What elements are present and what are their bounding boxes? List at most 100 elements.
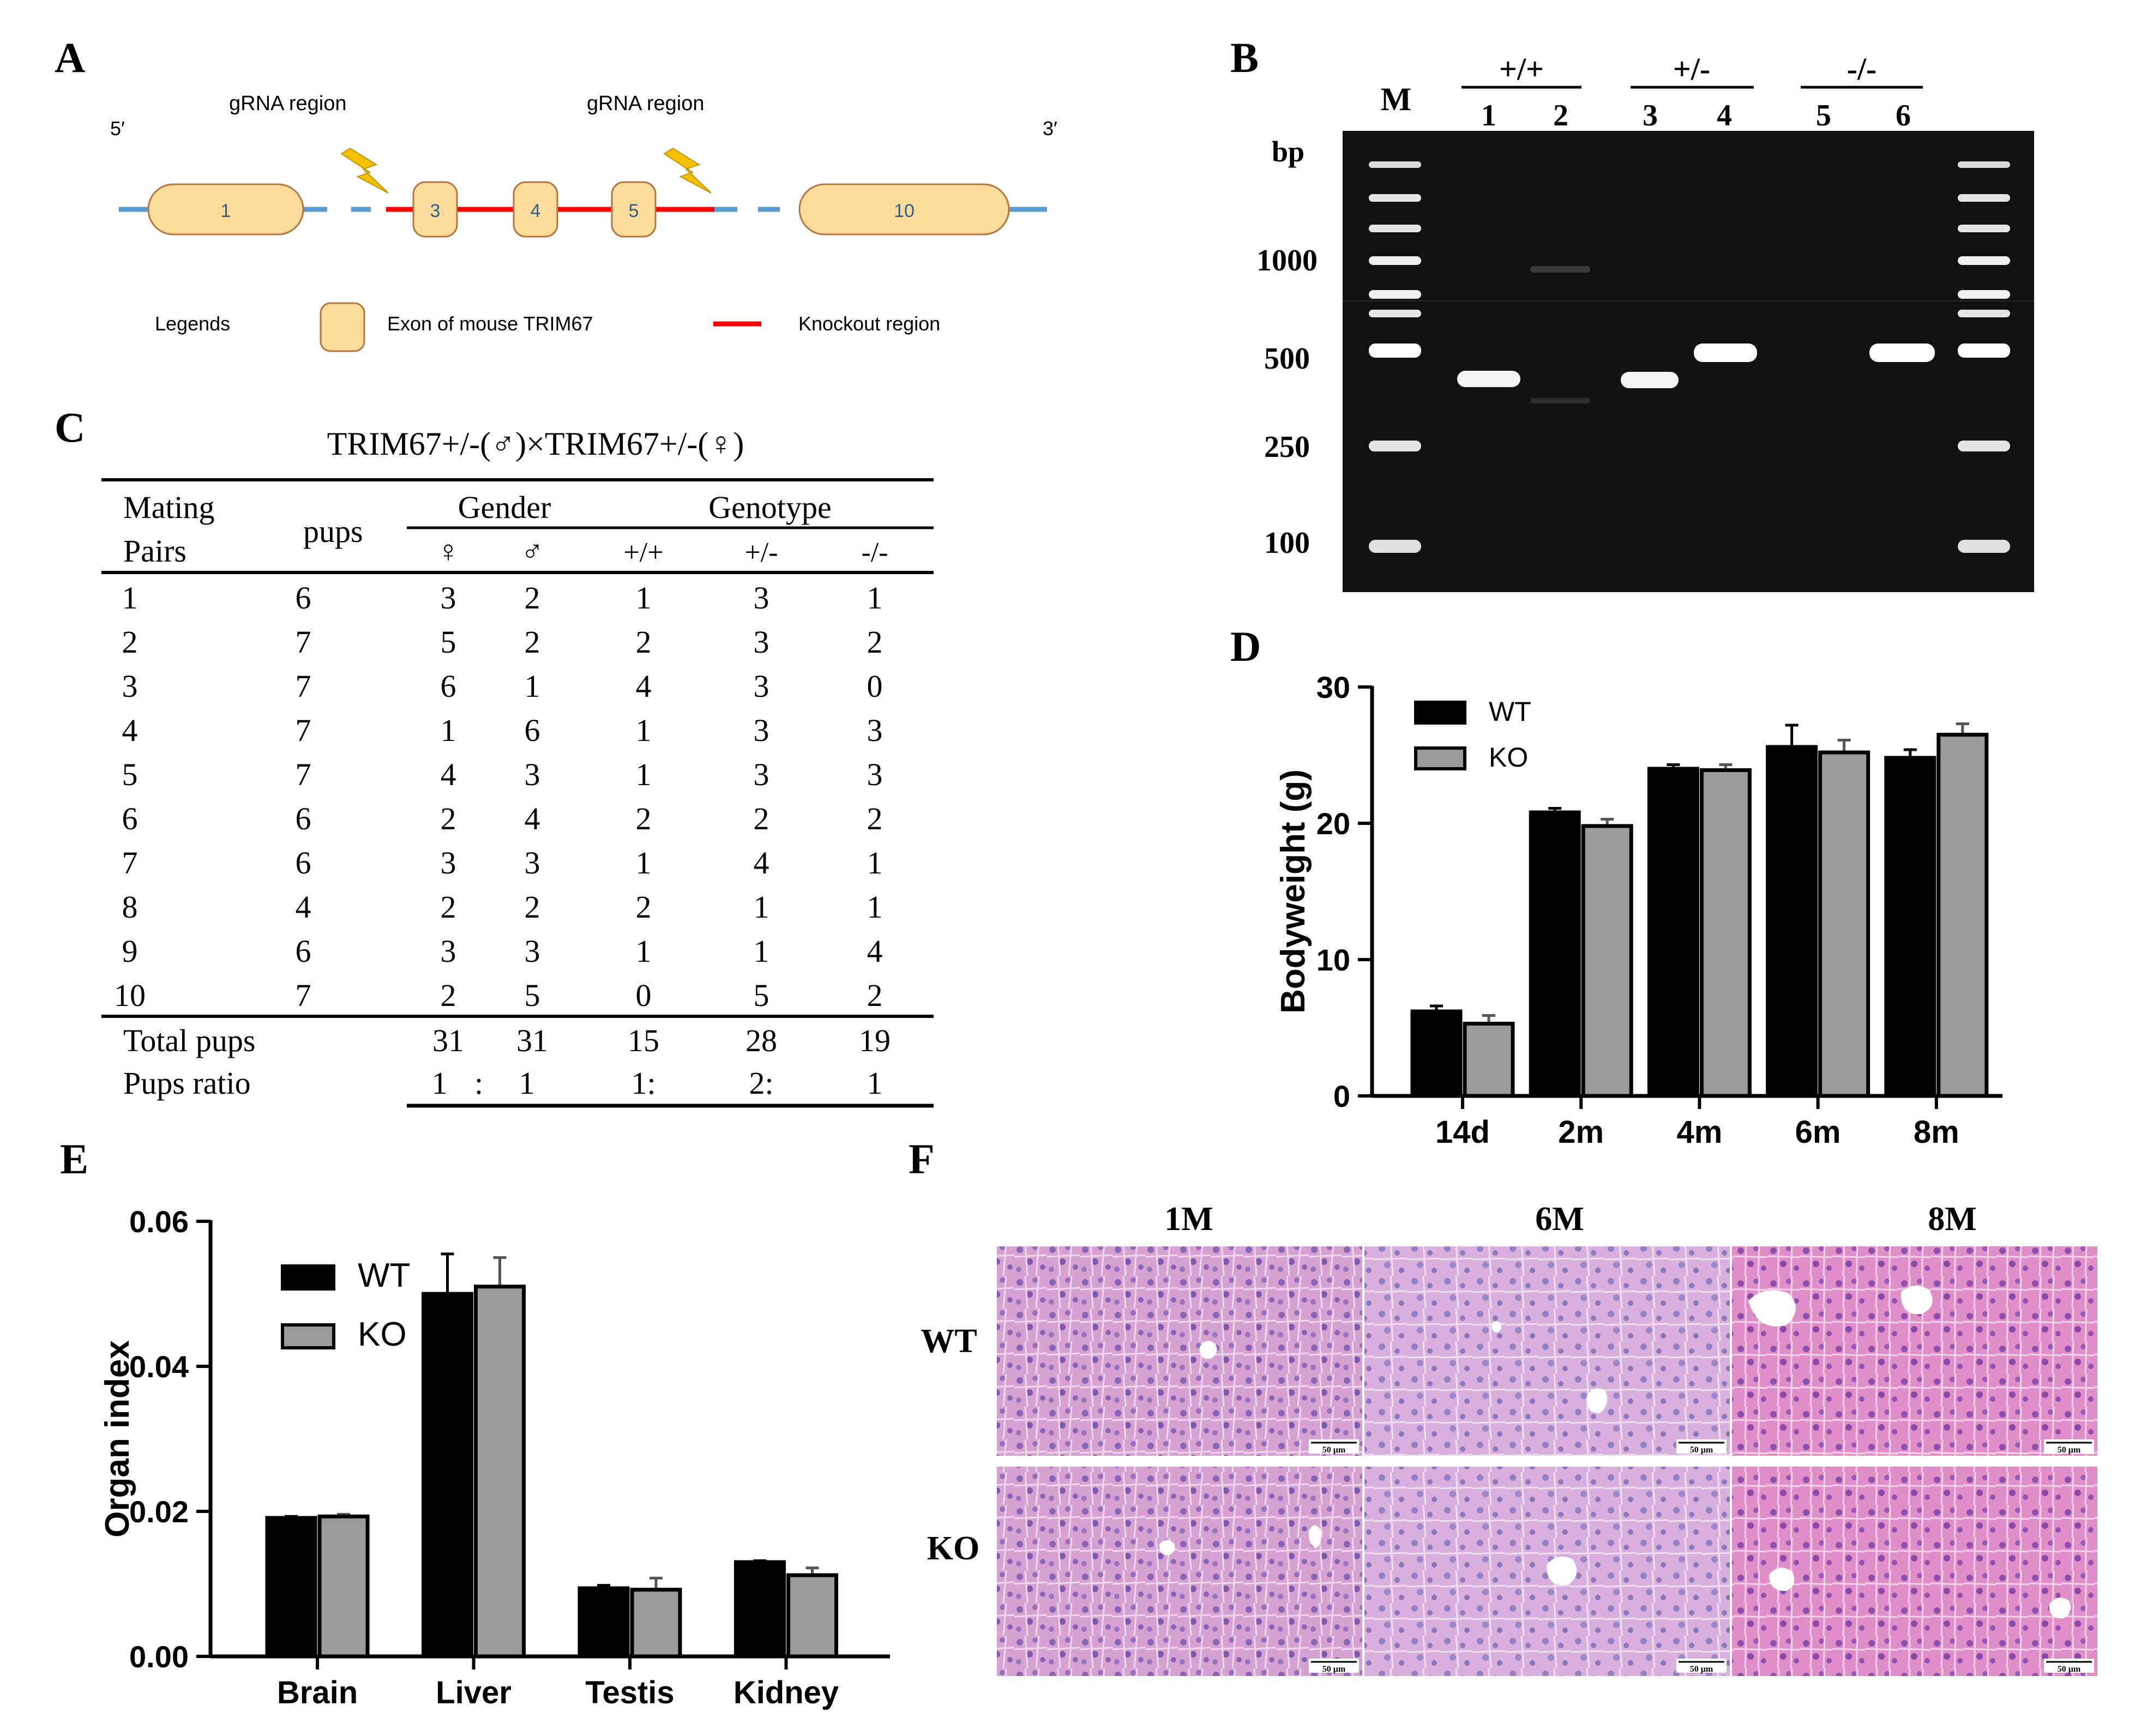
svg-text:5: 5 <box>1816 99 1831 132</box>
table-cell: 3 <box>525 757 540 792</box>
svg-text:1: 1 <box>1481 99 1496 132</box>
bar-wt <box>1884 756 1936 1098</box>
svg-text:4: 4 <box>531 201 541 221</box>
svg-text:500: 500 <box>1264 342 1310 376</box>
table-cell: 6 <box>296 933 311 969</box>
bar-wt <box>734 1560 786 1659</box>
svg-text:+/-: +/- <box>744 537 778 568</box>
svg-text:-/-: -/- <box>1847 51 1877 87</box>
svg-text:+/-: +/- <box>1673 51 1710 87</box>
svg-text:Exon of mouse TRIM67: Exon of mouse TRIM67 <box>387 312 593 335</box>
svg-text:50 μm: 50 μm <box>2058 1665 2081 1674</box>
three-prime-label: 3′ <box>1043 117 1057 140</box>
table-row: 1 6 3 2 1 3 1 <box>122 580 883 616</box>
bar-wt <box>422 1292 473 1659</box>
svg-text:5: 5 <box>629 201 639 221</box>
table-cell: 1 <box>867 845 883 881</box>
svg-text:28: 28 <box>745 1023 777 1058</box>
table-row: 4 7 1 6 1 3 3 <box>122 713 883 748</box>
svg-text:1: 1 <box>432 1065 448 1101</box>
y-tick-label: 0 <box>1333 1079 1350 1113</box>
bar-ko <box>1463 1022 1515 1098</box>
table-body: 1 6 3 2 1 3 1 2 7 5 2 2 3 2 3 7 6 1 4 3 0 4 7 1 6 1 3 3 5 7 4 3 1 3 3 6 6 2 4 2… <box>114 580 883 1013</box>
table-row: 2 7 5 2 2 3 2 <box>122 624 883 660</box>
x-tick-label: Brain <box>277 1675 358 1710</box>
table-cell: 5 <box>754 978 769 1013</box>
legend-label-wt: WT <box>1489 696 1531 727</box>
svg-text:3: 3 <box>430 201 441 221</box>
svg-text:1: 1 <box>519 1065 535 1101</box>
legend-swatch-ko <box>281 1323 335 1349</box>
table-cell: 4 <box>441 757 456 792</box>
svg-text:1000: 1000 <box>1256 244 1318 278</box>
svg-text:1:: 1: <box>631 1065 655 1101</box>
svg-text:50 μm: 50 μm <box>1690 1445 1713 1455</box>
bar-ko <box>474 1285 526 1659</box>
five-prime-label: 5′ <box>110 117 125 140</box>
table-cell: 0 <box>636 978 652 1013</box>
table-cell: 5 <box>525 978 540 1013</box>
table-cell: 9 <box>122 933 138 969</box>
panel-d: D 0 10 20 30 Bodyweight (g) 14d 2m 4m 6m 8m WT KO <box>1230 623 2002 1150</box>
svg-text:10: 10 <box>894 201 915 221</box>
table-cell: 1 <box>636 580 652 616</box>
table-cell: 1 <box>441 713 456 748</box>
svg-text:15: 15 <box>628 1023 659 1058</box>
table-cell: 1 <box>122 580 138 616</box>
svg-text:3: 3 <box>1643 99 1658 132</box>
svg-text:2: 2 <box>1553 99 1568 132</box>
table-cell: 2 <box>867 978 883 1013</box>
svg-text:pups: pups <box>303 514 363 549</box>
table-cell: 3 <box>754 624 769 660</box>
table-cell: 6 <box>441 668 456 704</box>
table-cell: 1 <box>867 580 883 616</box>
table-cell: 6 <box>296 845 311 881</box>
x-tick-label: 2m <box>1558 1114 1604 1150</box>
table-cell: 7 <box>296 757 311 792</box>
bar-ko <box>786 1573 838 1659</box>
svg-text:Total pups: Total pups <box>123 1023 255 1058</box>
panel-letter-c: C <box>55 403 85 451</box>
table-cell: 6 <box>296 580 311 616</box>
exon-10: 10 <box>798 183 1010 236</box>
table-cell: 2 <box>525 624 540 660</box>
bar-ko <box>317 1514 370 1659</box>
table-cell: 0 <box>867 668 883 704</box>
table-row: 6 6 2 4 2 2 2 <box>122 801 883 836</box>
organ-index-chart: 0.00 0.02 0.04 0.06 Organ index Brain Liver Tes… <box>99 1204 890 1710</box>
table-cell: 7 <box>296 713 311 748</box>
row-label-ko: KO <box>927 1530 979 1567</box>
x-tick-label: 6m <box>1795 1114 1841 1150</box>
legend-label-wt: WT <box>358 1257 410 1294</box>
bar-ko <box>1818 750 1871 1098</box>
svg-text:50 μm: 50 μm <box>2058 1445 2081 1455</box>
y-tick-label: 0.04 <box>129 1349 189 1384</box>
band-lane-4 <box>1694 343 1757 362</box>
panel-letter-b: B <box>1230 34 1259 81</box>
x-tick-label: Liver <box>436 1675 512 1710</box>
grna-region-label-2: gRNA region <box>587 92 704 115</box>
row-label-wt: WT <box>921 1323 977 1360</box>
table-cell: 6 <box>296 801 311 836</box>
table-cell: 2 <box>122 624 138 660</box>
table-cell: 4 <box>122 713 138 748</box>
bar-wt <box>265 1516 317 1659</box>
svg-text:-/-: -/- <box>861 537 888 568</box>
bar-ko <box>630 1588 682 1659</box>
y-axis-label: Bodyweight (g) <box>1274 769 1312 1014</box>
svg-text:Gender: Gender <box>458 490 551 525</box>
table-cell: 10 <box>114 978 146 1013</box>
panel-letter-f: F <box>909 1135 935 1183</box>
table-cell: 3 <box>525 845 540 881</box>
svg-text:31: 31 <box>516 1023 548 1058</box>
panel-letter-e: E <box>60 1135 88 1183</box>
histology-ko-8m: 50 μm <box>1732 1467 2097 1676</box>
table-cell: 1 <box>636 845 652 881</box>
band-lane-6 <box>1869 343 1935 362</box>
lane-numbers: 1 2 3 4 5 6 <box>1481 99 1911 132</box>
svg-text:Pairs: Pairs <box>123 533 187 569</box>
table-cell: 3 <box>122 668 138 704</box>
svg-text:+/+: +/+ <box>623 537 663 568</box>
table-row: 8 4 2 2 2 1 1 <box>122 889 883 925</box>
band-lane-1 <box>1457 371 1520 387</box>
